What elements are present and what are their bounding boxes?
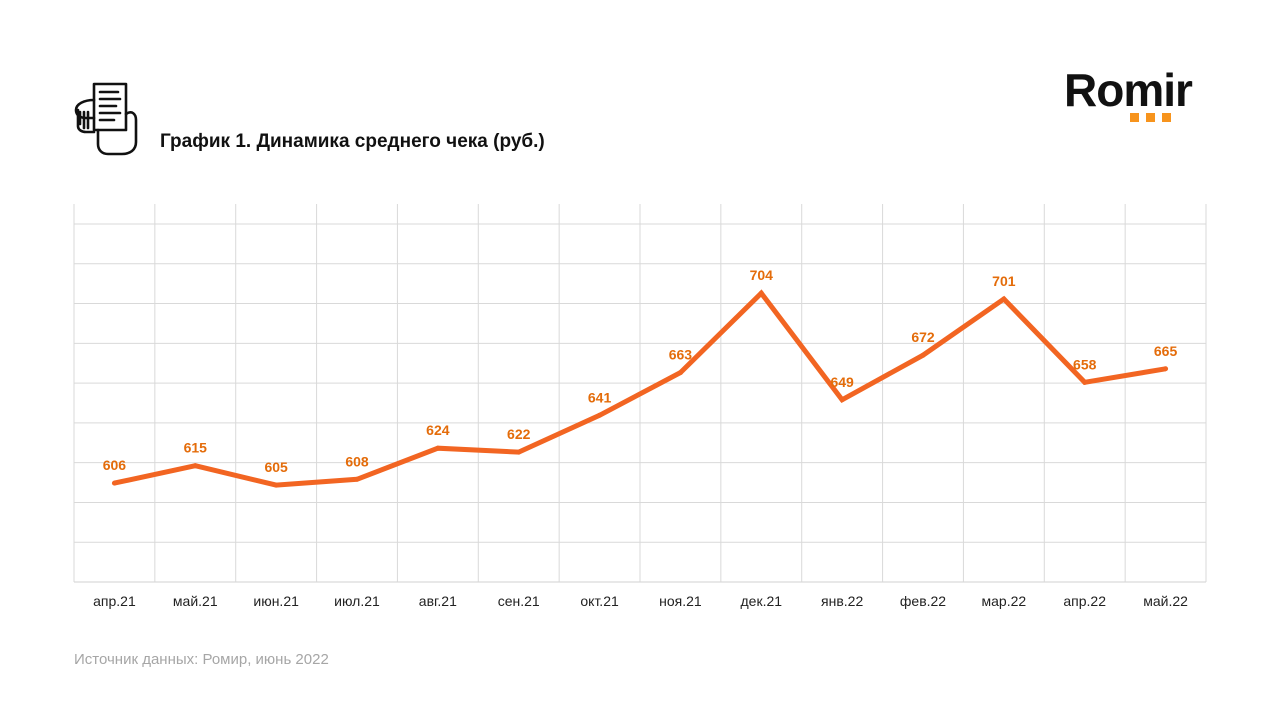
x-tick-label: дек.21 [741, 593, 783, 609]
x-tick-label: окт.21 [580, 593, 619, 609]
data-label: 605 [264, 459, 288, 475]
chart-title: График 1. Динамика среднего чека (руб.) [160, 131, 545, 152]
x-tick-label: апр.21 [93, 593, 136, 609]
data-label: 649 [830, 374, 854, 390]
x-tick-label: май.22 [1143, 593, 1188, 609]
series-line [113, 289, 1167, 488]
data-label: 663 [669, 347, 693, 363]
data-point [839, 397, 845, 403]
data-point [111, 480, 117, 486]
x-tick-label: июн.21 [253, 593, 299, 609]
data-point [192, 463, 198, 469]
data-point [273, 482, 279, 488]
romir-logo: Romir [1062, 62, 1212, 126]
data-point [920, 352, 926, 358]
data-label: 606 [103, 457, 127, 473]
data-label: 704 [750, 267, 774, 283]
data-label: 665 [1154, 343, 1178, 359]
data-label: 672 [911, 329, 935, 345]
x-tick-label: май.21 [173, 593, 218, 609]
x-tick-label: мар.22 [982, 593, 1027, 609]
data-label: 622 [507, 426, 531, 442]
logo-dot [1130, 113, 1139, 122]
data-point [1082, 379, 1088, 385]
data-point [435, 445, 441, 451]
x-tick-label: сен.21 [498, 593, 540, 609]
logo-dots [1130, 113, 1171, 122]
logo-dot [1162, 113, 1171, 122]
data-label: 658 [1073, 356, 1097, 372]
data-label: 615 [184, 440, 208, 456]
data-point [677, 370, 683, 376]
source-note: Источник данных: Ромир, июнь 2022 [74, 651, 329, 668]
data-label: 701 [992, 273, 1016, 289]
data-point [354, 476, 360, 482]
data-point [1163, 366, 1169, 372]
logo-dot [1146, 113, 1155, 122]
x-tick-label: ноя.21 [659, 593, 702, 609]
x-tick-label: янв.22 [821, 593, 863, 609]
x-tick-label: июл.21 [334, 593, 380, 609]
x-tick-label: апр.22 [1063, 593, 1106, 609]
logo-text: Romir [1064, 64, 1193, 116]
data-point [758, 290, 764, 296]
receipt-hand-icon [74, 82, 138, 156]
x-tick-label: фев.22 [900, 593, 946, 609]
data-label: 641 [588, 389, 612, 405]
data-point [1001, 296, 1007, 302]
data-point [597, 412, 603, 418]
data-point [516, 449, 522, 455]
data-label: 608 [345, 453, 369, 469]
x-tick-label: авг.21 [419, 593, 457, 609]
data-label: 624 [426, 422, 450, 438]
